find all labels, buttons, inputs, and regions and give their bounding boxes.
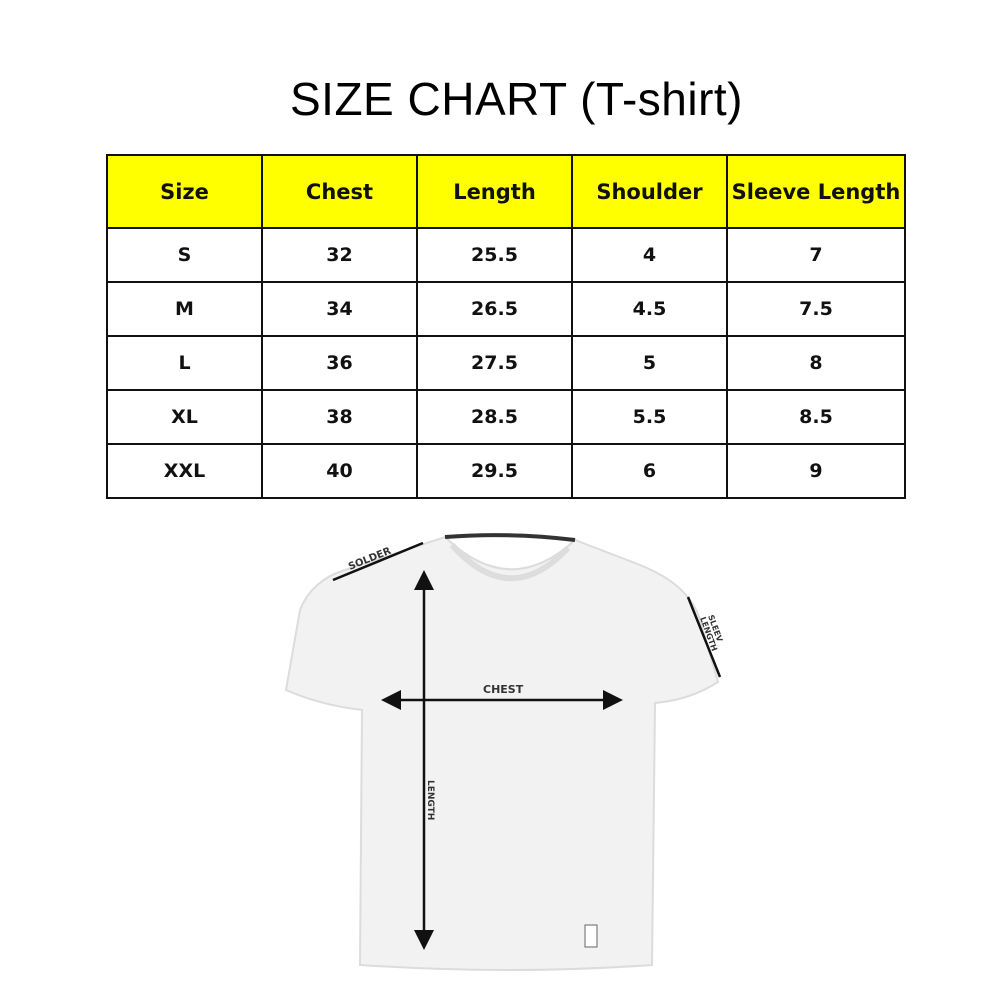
cell-sleeve-length: 7 bbox=[726, 227, 906, 283]
header-size: Size bbox=[106, 154, 263, 229]
size-chart-table: Size Chest Length Shoulder Sleeve Length… bbox=[106, 154, 906, 499]
header-chest: Chest bbox=[261, 154, 418, 229]
cell-size: M bbox=[106, 281, 263, 337]
cell-length: 29.5 bbox=[416, 443, 573, 499]
cell-size: XXL bbox=[106, 443, 263, 499]
cell-size: S bbox=[106, 227, 263, 283]
cell-length: 28.5 bbox=[416, 389, 573, 445]
cell-size: XL bbox=[106, 389, 263, 445]
cell-length: 26.5 bbox=[416, 281, 573, 337]
cell-length: 27.5 bbox=[416, 335, 573, 391]
cell-chest: 34 bbox=[261, 281, 418, 337]
cell-sleeve-length: 7.5 bbox=[726, 281, 906, 337]
cell-length: 25.5 bbox=[416, 227, 573, 283]
cell-shoulder: 5.5 bbox=[571, 389, 728, 445]
header-length: Length bbox=[416, 154, 573, 229]
cell-chest: 38 bbox=[261, 389, 418, 445]
table-row: L 36 27.5 5 8 bbox=[106, 335, 906, 391]
cell-shoulder: 5 bbox=[571, 335, 728, 391]
header-sleeve-length: Sleeve Length bbox=[726, 154, 906, 229]
tshirt-tag bbox=[584, 924, 598, 948]
page-title: SIZE CHART (T-shirt) bbox=[290, 73, 743, 125]
table-row: XL 38 28.5 5.5 8.5 bbox=[106, 389, 906, 445]
tshirt-image bbox=[284, 535, 720, 971]
cell-sleeve-length: 8.5 bbox=[726, 389, 906, 445]
cell-sleeve-length: 8 bbox=[726, 335, 906, 391]
table-row: M 34 26.5 4.5 7.5 bbox=[106, 281, 906, 337]
header-row: Size Chest Length Shoulder Sleeve Length bbox=[106, 154, 906, 229]
table-row: XXL 40 29.5 6 9 bbox=[106, 443, 906, 499]
sleeve-length-line bbox=[686, 596, 722, 678]
shoulder-line bbox=[332, 541, 424, 582]
cell-shoulder: 4 bbox=[571, 227, 728, 283]
cell-size: L bbox=[106, 335, 263, 391]
header-shoulder: Shoulder bbox=[571, 154, 728, 229]
cell-sleeve-length: 9 bbox=[726, 443, 906, 499]
cell-chest: 32 bbox=[261, 227, 418, 283]
length-label: LENGTH bbox=[425, 780, 435, 820]
cell-shoulder: 4.5 bbox=[571, 281, 728, 337]
cell-shoulder: 6 bbox=[571, 443, 728, 499]
table-row: S 32 25.5 4 7 bbox=[106, 227, 906, 283]
tshirt-collar bbox=[444, 533, 576, 542]
cell-chest: 40 bbox=[261, 443, 418, 499]
cell-chest: 36 bbox=[261, 335, 418, 391]
chest-label: CHEST bbox=[483, 683, 524, 696]
